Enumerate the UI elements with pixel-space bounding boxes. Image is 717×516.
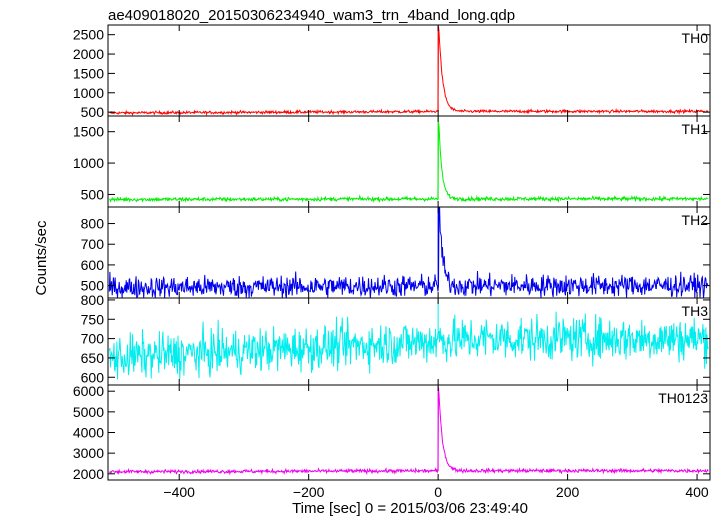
series-line-th1	[109, 122, 709, 203]
y-tick-label-th1: 500	[81, 186, 105, 202]
y-tick-label-th0123: 5000	[73, 404, 104, 420]
series-line-th2	[108, 206, 709, 299]
y-tick-label-th2: 800	[81, 216, 105, 232]
y-tick-label-th0: 1500	[73, 65, 104, 81]
x-tick-label: 0	[434, 484, 442, 500]
y-tick-label-th0: 2000	[73, 46, 104, 62]
y-tick-label-th0: 2500	[73, 27, 104, 43]
panel-frame-th0	[107, 24, 711, 117]
y-tick-label-th0123: 3000	[73, 445, 104, 461]
chart-title: ae409018020_20150306234940_wam3_trn_4ban…	[108, 7, 515, 24]
panel-frame-th0123	[107, 384, 711, 481]
y-axis-label: Counts/sec	[33, 220, 50, 296]
y-tick-label-th2: 600	[81, 257, 105, 273]
series-line-th3	[108, 311, 709, 380]
panel-name-th0: TH0	[682, 30, 709, 46]
y-tick-label-th3: 750	[81, 311, 105, 327]
panel-frame-th1	[107, 115, 711, 208]
y-tick-label-th0123: 2000	[73, 466, 104, 482]
y-tick-label-th3: 600	[81, 369, 105, 385]
y-tick-label-th3: 700	[81, 331, 105, 347]
y-tick-label-th1: 1500	[73, 124, 104, 140]
series-line-th0123	[108, 387, 709, 476]
series-line-th0	[109, 26, 709, 117]
y-tick-label-th1: 1000	[73, 155, 104, 171]
y-tick-label-th3: 800	[81, 292, 105, 308]
x-axis-label: Time [sec] 0 = 2015/03/06 23:49:40	[292, 500, 528, 516]
x-tick-label: 200	[556, 484, 580, 500]
x-tick-label: −400	[163, 484, 195, 500]
y-tick-label-th0: 1000	[73, 85, 104, 101]
y-tick-label-th0: 500	[81, 104, 105, 120]
panel-name-th1: TH1	[682, 121, 709, 137]
panel-name-th2: TH2	[682, 212, 709, 228]
y-tick-label-th0123: 6000	[73, 383, 104, 399]
y-tick-label-th2: 700	[81, 236, 105, 252]
x-tick-label: −200	[293, 484, 325, 500]
y-tick-label-th3: 650	[81, 350, 105, 366]
y-tick-label-th0123: 4000	[73, 425, 104, 441]
panel-name-th0123: TH0123	[658, 390, 708, 406]
panel-name-th3: TH3	[682, 303, 709, 319]
y-tick-label-th2: 500	[81, 278, 105, 294]
x-tick-label: 400	[685, 484, 709, 500]
